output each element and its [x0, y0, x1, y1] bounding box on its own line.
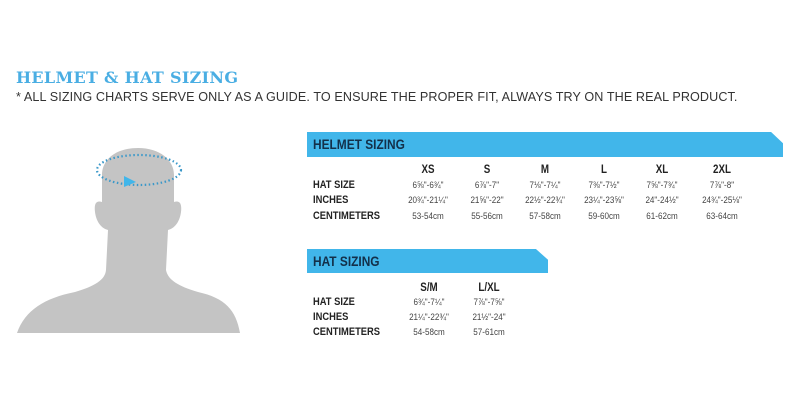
size-cell: 22½"-22¾" [525, 195, 565, 206]
size-header: M [540, 164, 550, 176]
head-measurement-icon [17, 148, 240, 333]
size-cell: 6¾"-7¼" [413, 297, 445, 308]
helmet-sizing-heading: HELMET SIZING [313, 136, 405, 152]
arrow-icon [124, 176, 136, 187]
size-cell: 6⅞"-7" [474, 180, 500, 191]
row-label: HAT SIZE [313, 296, 355, 308]
size-cell: 21⅝"-22" [470, 195, 504, 206]
row-label: CENTIMETERS [313, 210, 381, 222]
size-cell: 7⅞"-7⅝" [473, 297, 505, 308]
size-header: 2XL [713, 164, 731, 176]
size-cell: 7⅞"-8" [709, 180, 735, 191]
size-cell: 61-62cm [646, 211, 678, 222]
size-cell: 21½"-24" [472, 312, 506, 323]
size-cell: 6⅝"-6¾" [412, 180, 444, 191]
size-cell: 57-58cm [529, 211, 561, 222]
size-cell: 24¾"-25⅛" [702, 195, 742, 206]
page-title: HELMET & HAT SIZING [16, 68, 239, 87]
size-header: XS [421, 164, 435, 176]
size-header: S/M [420, 282, 438, 294]
size-cell: 7⅜"-7½" [588, 180, 620, 191]
row-label: INCHES [313, 194, 349, 206]
size-cell: 53-54cm [412, 211, 444, 222]
size-header: S [483, 164, 491, 176]
size-header: L [601, 164, 607, 176]
helmet-sizing-banner: HELMET SIZING [307, 132, 783, 157]
size-cell: 59-60cm [588, 211, 620, 222]
measurement-ellipse [95, 153, 183, 187]
row-label: HAT SIZE [313, 179, 355, 191]
hat-sizing-heading: HAT SIZING [313, 253, 380, 269]
size-cell: 7⅛"-7¼" [529, 180, 561, 191]
size-cell: 55-56cm [471, 211, 503, 222]
size-header: L/XL [478, 282, 500, 294]
size-cell: 20¾"-21¼" [408, 195, 448, 206]
size-cell: 7⅝"-7¾" [646, 180, 678, 191]
size-cell: 57-61cm [473, 327, 505, 338]
size-cell: 21¼"-22¾" [409, 312, 449, 323]
head-silhouette [17, 148, 240, 333]
row-label: INCHES [313, 311, 349, 323]
size-header: XL [655, 164, 669, 176]
size-cell: 54-58cm [413, 327, 445, 338]
size-cell: 23¼"-23⅝" [584, 195, 624, 206]
size-cell: 24"-24½" [645, 195, 679, 206]
sizing-disclaimer: * ALL SIZING CHARTS SERVE ONLY AS A GUID… [16, 90, 738, 104]
size-cell: 63-64cm [706, 211, 738, 222]
row-label: CENTIMETERS [313, 326, 381, 338]
hat-sizing-banner: HAT SIZING [307, 249, 548, 273]
